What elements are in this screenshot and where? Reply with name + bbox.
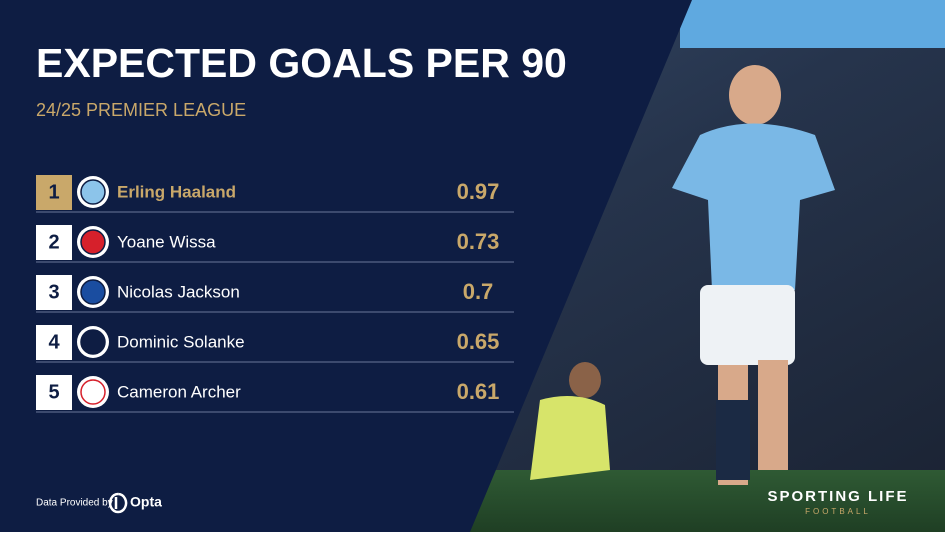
player-name: Cameron Archer [117,382,241,401]
opta-logo [108,492,128,514]
brand: SPORTING LIFE [767,488,908,505]
club-badge-inner [80,379,106,405]
subtitle: 24/25 PREMIER LEAGUE [36,100,246,120]
rank: 5 [48,381,59,403]
xg-value: 0.97 [457,179,500,204]
ad-board [680,0,945,48]
club-badge-inner [80,279,106,305]
xg-value: 0.73 [457,229,500,254]
opponent-figure [530,362,610,480]
rank-box [36,275,72,310]
club-badge-inner [80,179,106,205]
xg-value: 0.7 [463,279,494,304]
rank: 3 [48,281,59,303]
club-badge-inner [80,229,106,255]
table-row: 1 Erling Haaland 0.97 [36,175,514,213]
ranking-table: 1 Erling Haaland 0.97 2 Yoane Wissa 0.73 3 Nico… [36,175,514,413]
rank-box [36,325,72,360]
rank-box [36,375,72,410]
xg-value: 0.61 [457,379,500,404]
player-name: Erling Haaland [117,182,236,201]
xg-value: 0.65 [457,329,500,354]
rank-box [36,175,72,210]
rank: 4 [48,331,60,353]
table-row: 3 Nicolas Jackson 0.7 [36,275,514,313]
table-row: 2 Yoane Wissa 0.73 [36,225,514,263]
player-name: Yoane Wissa [117,232,216,251]
brand-sub: FOOTBALL [805,507,871,516]
rank-box [36,225,72,260]
player-name: Nicolas Jackson [117,282,240,301]
table-row: 4 Dominic Solanke 0.65 [36,325,514,363]
title: EXPECTED GOALS PER 90 [36,40,567,86]
panel [0,0,692,532]
club-badge-inner [80,329,106,355]
player-figure [672,65,835,485]
provider-label: Data Provided by [36,498,113,509]
player-name: Dominic Solanke [117,332,245,351]
rank: 2 [48,231,59,253]
rank: 1 [48,181,59,203]
provider: Opta [130,494,162,510]
table-row: 5 Cameron Archer 0.61 [36,375,514,413]
pitch [460,470,945,532]
